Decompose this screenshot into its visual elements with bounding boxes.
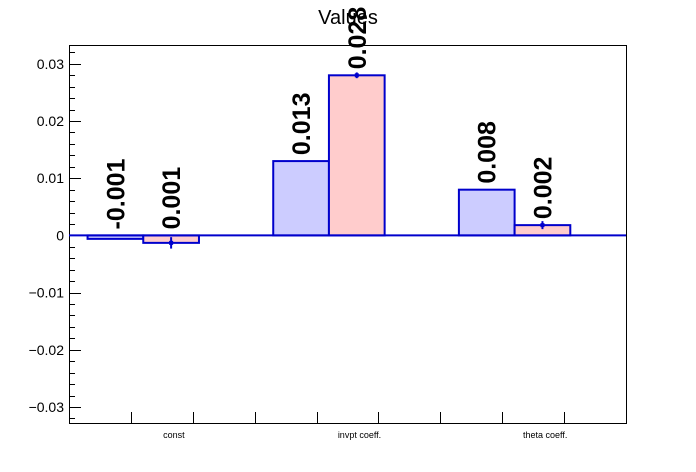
bar: [457, 188, 516, 237]
chart-title: Values: [318, 7, 378, 29]
data-label: 0.028: [344, 7, 372, 70]
y-tick-label: 0: [56, 227, 64, 243]
y-tick-label: 0.02: [37, 113, 64, 129]
data-label: 0.002: [529, 157, 557, 220]
data-label: 0.013: [288, 93, 316, 156]
data-label: -0.001: [102, 158, 130, 229]
y-tick-label: −0.03: [29, 399, 65, 415]
error-bar-marker: [354, 73, 359, 78]
data-labels: -0.001 0.013 0.008 0.001 0.028 0.002: [102, 7, 557, 230]
bar: [327, 74, 386, 237]
error-bar-marker: [169, 240, 174, 245]
y-tick-label: 0.03: [37, 56, 64, 72]
x-axis: const invpt coeff. theta coeff.: [131, 412, 567, 440]
error-bar-marker: [540, 223, 545, 228]
data-label: 0.008: [474, 121, 502, 184]
x-category-label: theta coeff.: [523, 430, 567, 440]
y-tick-label: 0.01: [37, 170, 64, 186]
bars: [69, 72, 626, 249]
y-tick-label: −0.01: [29, 285, 65, 301]
y-axis: 0.03 0.02 0.01 0 −0.01 −0.02 −0.03: [29, 52, 81, 419]
bar: [272, 160, 330, 237]
x-category-label: const: [163, 430, 185, 440]
x-category-label: invpt coeff.: [338, 430, 381, 440]
data-label: 0.001: [158, 167, 186, 230]
y-tick-label: −0.02: [29, 342, 65, 358]
